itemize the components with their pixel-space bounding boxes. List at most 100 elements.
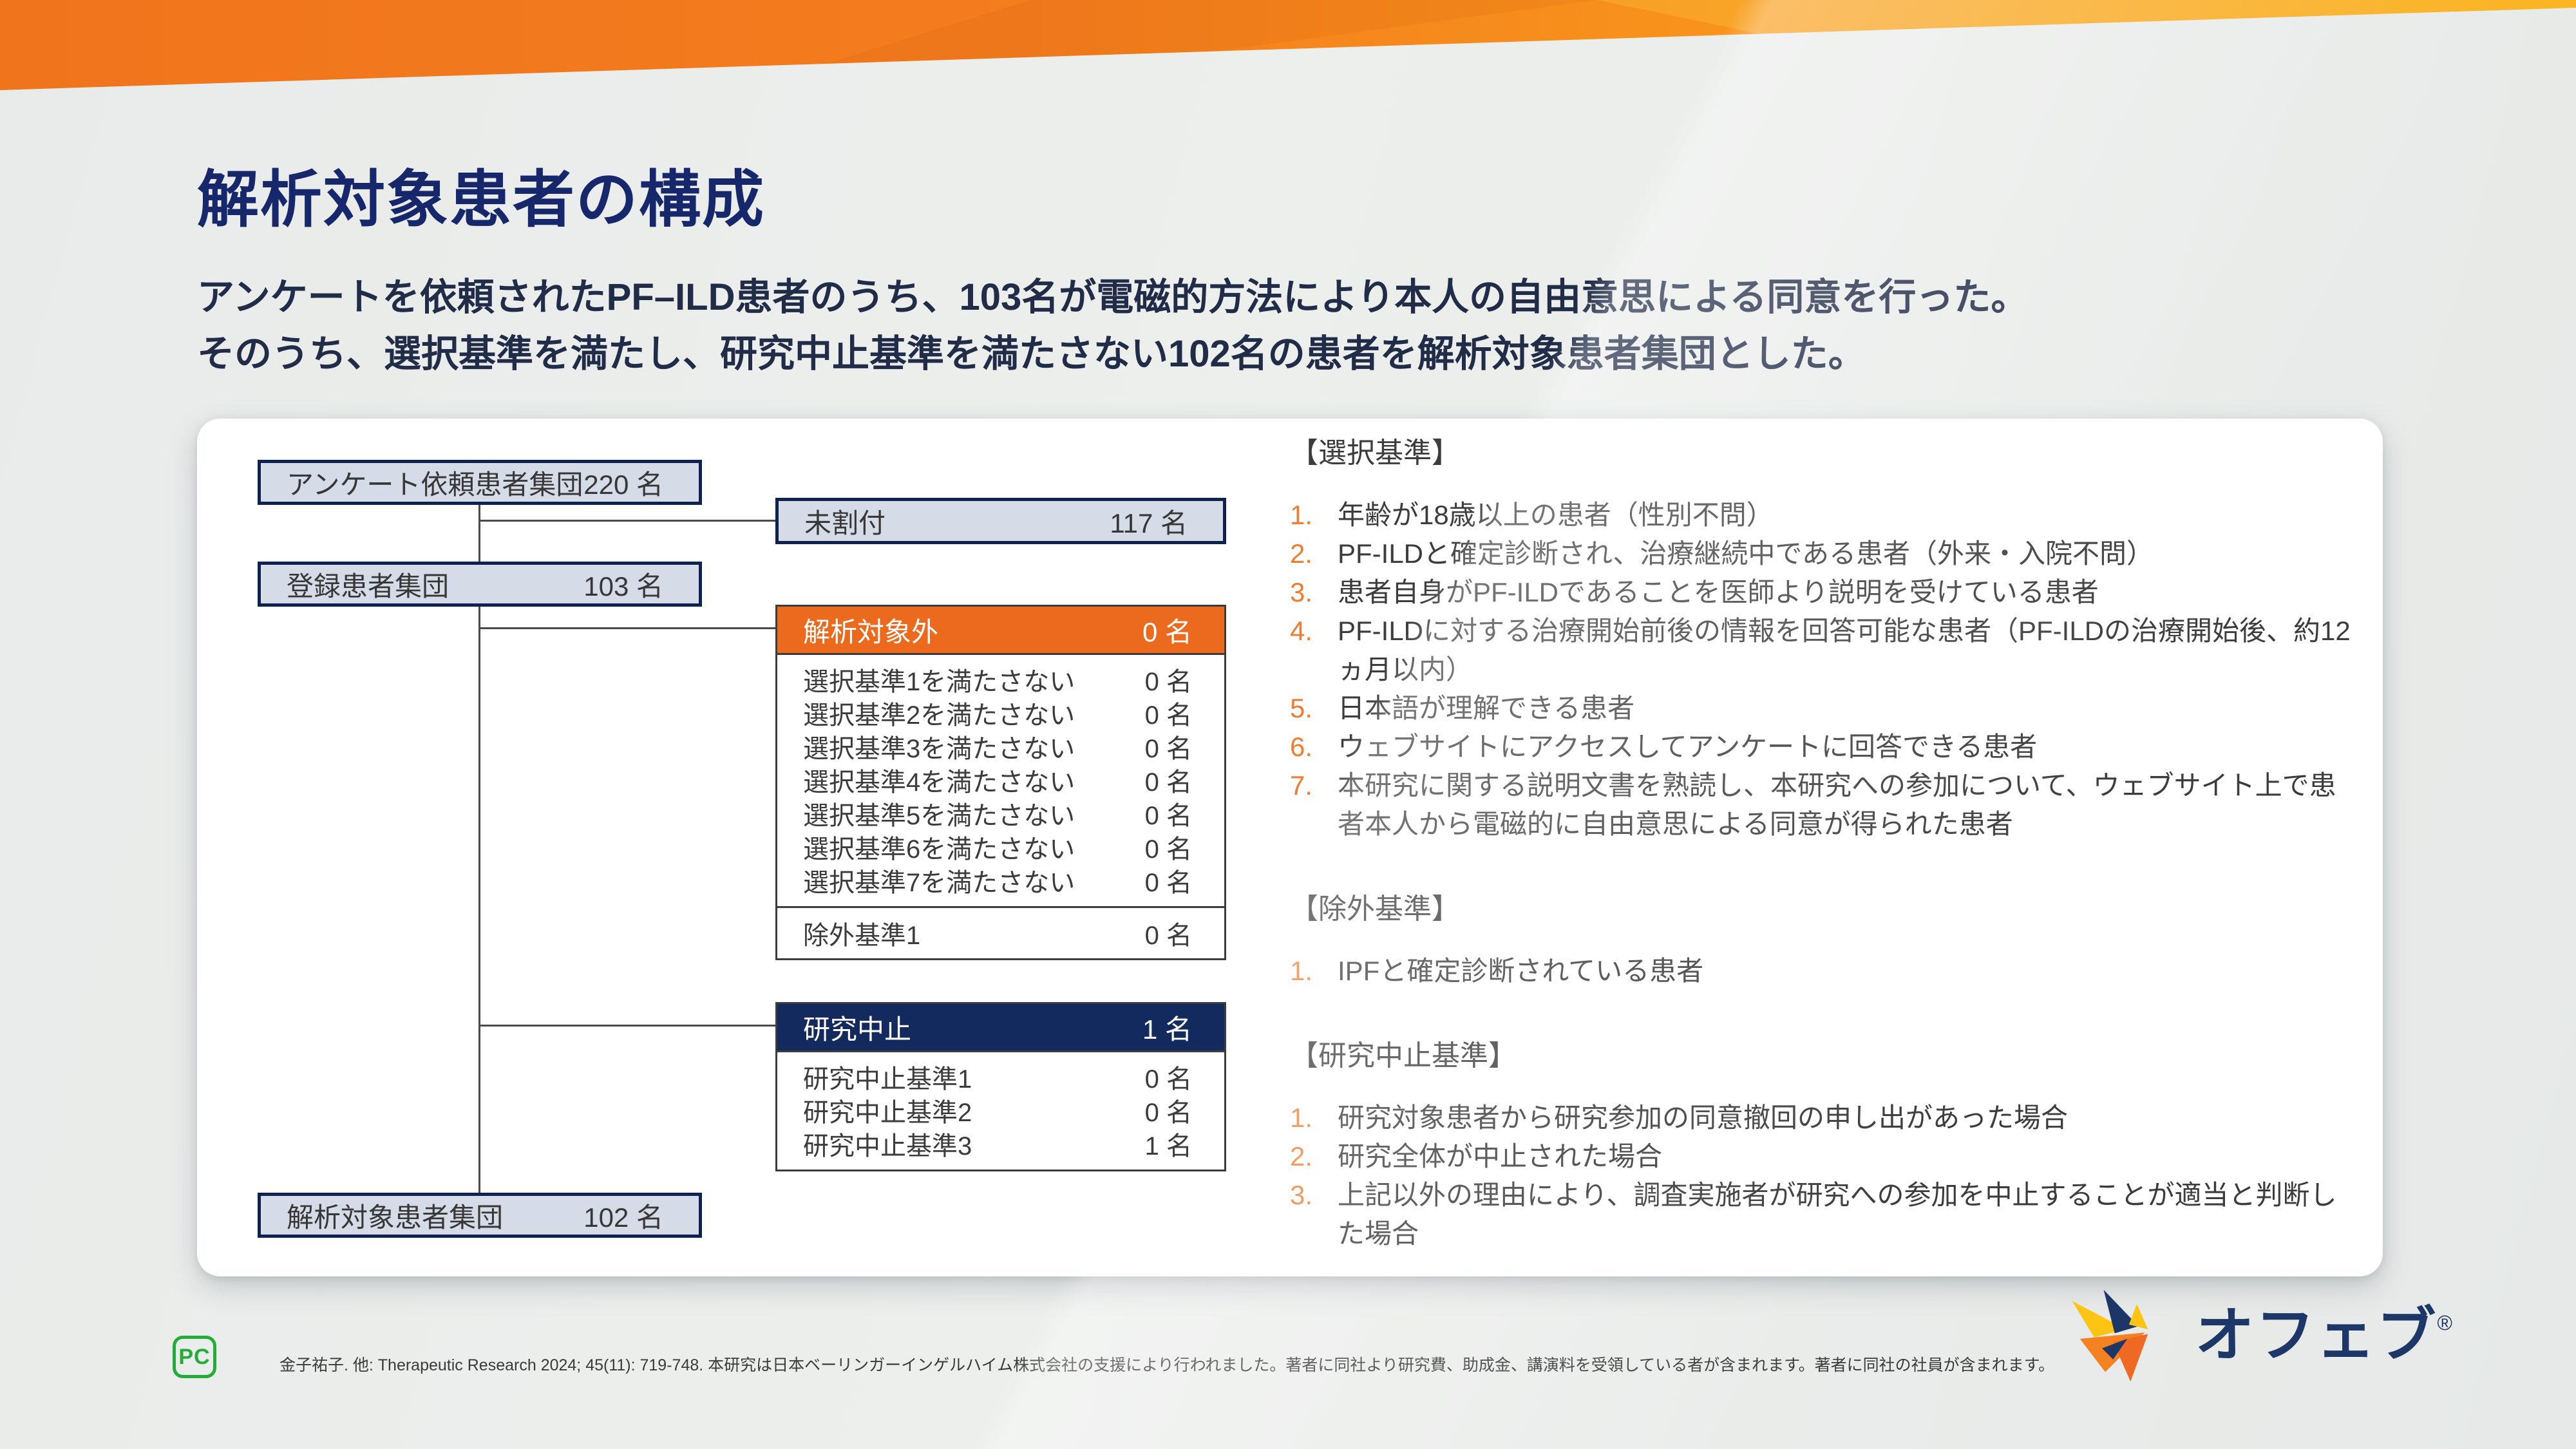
exclusion-criteria-heading: 【除外基準】 bbox=[1290, 893, 1460, 925]
row-count: 0 名 bbox=[1144, 668, 1192, 696]
item-number: 4. bbox=[1290, 616, 1313, 646]
criteria-item: 5. 日本語が理解できる患者 bbox=[1290, 689, 2359, 728]
flow-box-unassigned: 未割付 117 名 bbox=[775, 498, 1226, 544]
item-number: 3. bbox=[1290, 577, 1313, 607]
criteria-row: 選択基準7を満たさない 0 名 bbox=[777, 864, 1224, 897]
flow-connector-to-discontinued bbox=[480, 1025, 775, 1027]
lead-text-line1: アンケートを依頼されたPF–ILD患者のうち、103名が電磁的方法により本人の自… bbox=[197, 276, 2029, 318]
page-title: 解析対象患者の構成 bbox=[197, 166, 765, 234]
discontinued-group: 研究中止 1 名 研究中止基準1 0 名 研究中止基準2 0 名 研究中止基準3… bbox=[775, 1002, 1226, 1171]
flow-box-count: 102 名 bbox=[583, 1202, 663, 1233]
item-number: 5. bbox=[1290, 693, 1313, 723]
row-label: 選択基準2を満たさない bbox=[803, 701, 1075, 730]
citation-text: 金子祐子. 他: Therapeutic Research 2024; 45(1… bbox=[279, 1356, 2055, 1374]
criteria-item: 2. 研究全体が中止された場合 bbox=[1290, 1137, 2359, 1176]
row-label: 選択基準4を満たさない bbox=[803, 768, 1075, 797]
item-text: 上記以外の理由により、調査実施者が研究への参加を中止することが適当と判断した場合 bbox=[1338, 1180, 2337, 1249]
row-count: 0 名 bbox=[1144, 1065, 1192, 1094]
discontinued-group-header: 研究中止 1 名 bbox=[777, 1004, 1224, 1050]
item-number: 3. bbox=[1290, 1180, 1313, 1210]
row-count: 0 名 bbox=[1144, 735, 1192, 763]
criteria-row: 研究中止基準1 0 名 bbox=[777, 1060, 1224, 1094]
flow-connector-to-unassigned bbox=[480, 520, 775, 522]
item-text: IPFと確定診断されている患者 bbox=[1338, 956, 1704, 986]
flow-box-count: 117 名 bbox=[1110, 507, 1188, 538]
item-text: 日本語が理解できる患者 bbox=[1338, 693, 1635, 723]
flow-box-label: アンケート依頼患者集団 bbox=[287, 469, 583, 500]
criteria-row: 選択基準5を満たさない 0 名 bbox=[777, 797, 1224, 830]
item-text: 本研究に関する説明文書を熟読し、本研究への参加について、ウェブサイト上で患者本人… bbox=[1338, 770, 2336, 839]
excluded-group: 解析対象外 0 名 選択基準1を満たさない 0 名 選択基準2を満たさない 0 … bbox=[775, 605, 1226, 960]
row-label: 選択基準5を満たさない bbox=[803, 802, 1075, 830]
criteria-item: 1. IPFと確定診断されている患者 bbox=[1290, 952, 2359, 990]
item-text: 患者自身がPF-ILDであることを医師より説明を受けている患者 bbox=[1338, 577, 2099, 607]
lead-text: アンケートを依頼されたPF–ILD患者のうち、103名が電磁的方法により本人の自… bbox=[197, 269, 2028, 383]
flow-box-label: 登録患者集団 bbox=[287, 571, 450, 601]
ofev-wordmark: オフェブ bbox=[2195, 1303, 2438, 1368]
item-number: 6. bbox=[1290, 732, 1313, 762]
ofev-logo: オフェブ® bbox=[2067, 1288, 2454, 1383]
exclusion-criterion-row: 除外基準1 0 名 bbox=[777, 906, 1224, 958]
item-text: 研究対象患者から研究参加の同意撤回の申し出があった場合 bbox=[1338, 1103, 2069, 1133]
row-count: 0 名 bbox=[1144, 701, 1192, 730]
group-header-label: 解析対象外 bbox=[803, 616, 939, 647]
flow-connector-to-excluded bbox=[480, 627, 775, 629]
item-number: 1. bbox=[1290, 956, 1313, 986]
flow-box-count: 220 名 bbox=[583, 469, 663, 500]
criteria-item: 3. 上記以外の理由により、調査実施者が研究への参加を中止することが適当と判断し… bbox=[1290, 1176, 2359, 1253]
item-number: 2. bbox=[1290, 1141, 1313, 1171]
row-label: 除外基準1 bbox=[803, 922, 921, 950]
row-count: 0 名 bbox=[1144, 835, 1192, 864]
criteria-row: 選択基準2を満たさない 0 名 bbox=[777, 696, 1224, 730]
lead-text-line2: そのうち、選択基準を満たし、研究中止基準を満たさない102名の患者を解析対象患者… bbox=[197, 333, 1866, 375]
row-label: 研究中止基準1 bbox=[803, 1065, 972, 1094]
discontinued-group-rows: 研究中止基準1 0 名 研究中止基準2 0 名 研究中止基準3 1 名 bbox=[777, 1050, 1224, 1170]
group-header-label: 研究中止 bbox=[803, 1014, 912, 1045]
registered-trademark-symbol: ® bbox=[2437, 1311, 2454, 1334]
criteria-item: 1. 年齢が18歳以上の患者（性別不問） bbox=[1290, 496, 2359, 535]
item-text: PF-ILDと確定診断され、治療継続中である患者（外来・入院不問） bbox=[1338, 538, 2154, 569]
ofev-logo-butterfly-icon bbox=[2072, 1289, 2148, 1382]
item-text: 研究全体が中止された場合 bbox=[1338, 1141, 1663, 1171]
criteria-item: 2. PF-ILDと確定診断され、治療継続中である患者（外来・入院不問） bbox=[1290, 535, 2359, 573]
ofev-logo-text: オフェブ® bbox=[2195, 1306, 2454, 1365]
criteria-row: 選択基準1を満たさない 0 名 bbox=[777, 663, 1224, 696]
row-count: 0 名 bbox=[1144, 922, 1192, 950]
criteria-row: 研究中止基準2 0 名 bbox=[777, 1094, 1224, 1127]
row-label: 選択基準1を満たさない bbox=[803, 668, 1075, 696]
criteria-row: 研究中止基準3 1 名 bbox=[777, 1127, 1224, 1160]
top-orange-banner bbox=[0, 0, 2576, 90]
item-number: 7. bbox=[1290, 770, 1313, 800]
item-number: 2. bbox=[1290, 538, 1313, 569]
row-count: 0 名 bbox=[1144, 1099, 1192, 1127]
row-count: 0 名 bbox=[1144, 802, 1192, 830]
flow-box-surveyed-population: アンケート依頼患者集団 220 名 bbox=[258, 460, 702, 505]
selection-criteria-section: 【選択基準】 1. 年齢が18歳以上の患者（性別不問） 2. PF-ILDと確定… bbox=[1290, 434, 2359, 844]
item-text: 年齢が18歳以上の患者（性別不問） bbox=[1338, 500, 1774, 530]
criteria-panel: 【選択基準】 1. 年齢が18歳以上の患者（性別不問） 2. PF-ILDと確定… bbox=[1290, 434, 2359, 1253]
excluded-group-rows: 選択基準1を満たさない 0 名 選択基準2を満たさない 0 名 選択基準3を満た… bbox=[777, 653, 1224, 906]
group-header-count: 1 名 bbox=[1142, 1014, 1192, 1045]
criteria-item: 1. 研究対象患者から研究参加の同意撤回の申し出があった場合 bbox=[1290, 1099, 2359, 1137]
row-label: 選択基準3を満たさない bbox=[803, 735, 1075, 763]
excluded-group-header: 解析対象外 0 名 bbox=[777, 607, 1224, 653]
flow-connector-vertical bbox=[478, 504, 480, 1193]
criteria-row: 選択基準6を満たさない 0 名 bbox=[777, 830, 1224, 864]
criteria-row: 選択基準4を満たさない 0 名 bbox=[777, 763, 1224, 797]
criteria-item: 7. 本研究に関する説明文書を熟読し、本研究への参加について、ウェブサイト上で患… bbox=[1290, 766, 2359, 844]
pc-badge-icon: PC bbox=[173, 1336, 216, 1378]
row-label: 選択基準6を満たさない bbox=[803, 835, 1075, 864]
row-label: 研究中止基準2 bbox=[803, 1099, 972, 1127]
item-text: ウェブサイトにアクセスしてアンケートに回答できる患者 bbox=[1338, 732, 2038, 762]
row-count: 1 名 bbox=[1144, 1132, 1192, 1160]
criteria-item: 3. 患者自身がPF-ILDであることを医師より説明を受けている患者 bbox=[1290, 573, 2359, 612]
row-label: 選択基準7を満たさない bbox=[803, 869, 1075, 897]
item-number: 1. bbox=[1290, 1103, 1313, 1133]
item-text: PF-ILDに対する治療開始前後の情報を回答可能な患者（PF-ILDの治療開始後… bbox=[1338, 616, 2351, 685]
criteria-item: 4. PF-ILDに対する治療開始前後の情報を回答可能な患者（PF-ILDの治療… bbox=[1290, 612, 2359, 689]
flow-box-registered-population: 登録患者集団 103 名 bbox=[258, 562, 702, 607]
flow-box-analysis-population: 解析対象患者集団 102 名 bbox=[258, 1193, 702, 1238]
group-header-count: 0 名 bbox=[1142, 616, 1192, 647]
flow-box-count: 103 名 bbox=[583, 571, 663, 601]
